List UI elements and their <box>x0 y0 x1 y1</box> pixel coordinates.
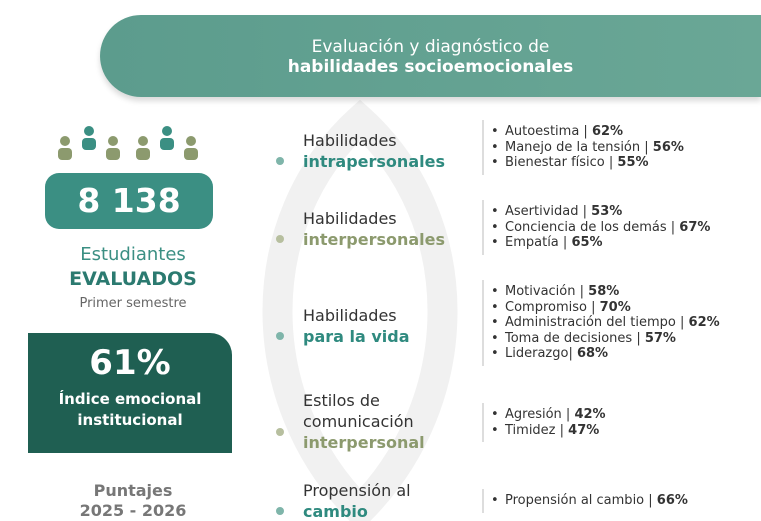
category: Estilos de comunicación interpersonal <box>303 390 425 453</box>
item: Bienestar físico | 55% <box>491 155 684 171</box>
people-icons <box>58 126 198 160</box>
item-label: Compromiso | <box>505 299 596 315</box>
index-label: Índice emocional institucional <box>58 390 202 429</box>
item-label: Toma de decisiones | <box>505 330 641 346</box>
header: Evaluación y diagnóstico de habilidades … <box>100 15 761 97</box>
bullet-dot <box>276 157 284 165</box>
category-emphasis: para la vida <box>303 327 410 346</box>
separator <box>482 120 484 175</box>
category: Habilidades intrapersonales <box>303 130 445 172</box>
separator <box>482 200 484 255</box>
category: Propensión al cambio <box>303 480 411 521</box>
item-list: Propensión al cambio | 66% <box>491 493 688 509</box>
category-line: comunicación <box>303 412 414 431</box>
item-list: Motivación | 58%Compromiso | 70%Administ… <box>491 284 720 362</box>
item: Conciencia de los demás | 67% <box>491 219 711 236</box>
category-emphasis: cambio <box>303 502 368 521</box>
item-value: 62% <box>591 124 624 139</box>
bullet-dot <box>276 332 284 340</box>
item: Timidez | 47% <box>491 422 606 439</box>
students-label: EVALUADOS <box>69 268 197 290</box>
item: Propensión al cambio | 66% <box>491 493 688 509</box>
category-line: Habilidades <box>303 131 397 150</box>
category-emphasis: interpersonal <box>303 433 425 452</box>
item-label: Administración del tiempo | <box>505 315 685 330</box>
item-list: Agresión | 42%Timidez | 47% <box>491 407 606 439</box>
item-value: 57% <box>644 330 676 346</box>
bullet-dot <box>276 507 284 515</box>
item-value: 56% <box>652 139 684 155</box>
item-label: Agresión | <box>505 407 571 422</box>
separator <box>482 403 484 442</box>
category-emphasis: intrapersonales <box>303 152 445 171</box>
separator <box>482 280 484 366</box>
header-title: habilidades socioemocionales <box>287 57 574 77</box>
item-label: Liderazgo| <box>505 346 573 361</box>
item-label: Timidez | <box>505 422 565 438</box>
category-line: Estilos de <box>303 391 380 410</box>
item-value: 67% <box>679 219 711 235</box>
students-label: Estudiantes <box>80 244 186 265</box>
item: Administración del tiempo | 62% <box>491 315 720 331</box>
item: Motivación | 58% <box>491 284 720 300</box>
item: Compromiso | 70% <box>491 299 720 316</box>
index-box: 61% Índice emocional institucional <box>28 333 232 453</box>
item-label: Autoestima | <box>505 124 588 139</box>
item: Asertividad | 53% <box>491 204 710 220</box>
category: Habilidades interpersonales <box>303 208 445 250</box>
item-value: 47% <box>568 422 600 438</box>
item-value: 66% <box>656 493 688 508</box>
item-label: Empatía | <box>505 235 568 250</box>
student-count: 8 138 <box>45 173 213 229</box>
bullet-dot <box>276 235 284 243</box>
period: Primer semestre <box>79 296 187 311</box>
item-value: 62% <box>688 315 720 330</box>
item-label: Conciencia de los demás | <box>505 219 676 235</box>
scores-label: Puntajes <box>93 481 173 500</box>
category-line: Habilidades <box>303 209 397 228</box>
category: Habilidades para la vida <box>303 305 410 347</box>
category-line: Propensión al <box>303 481 411 500</box>
item-value: 58% <box>588 284 620 299</box>
item-label: Motivación | <box>505 284 585 299</box>
category-emphasis: interpersonales <box>303 230 446 249</box>
bullet-dot <box>276 427 284 436</box>
item: Autoestima | 62% <box>491 124 684 140</box>
item-label: Manejo de la tensión | <box>505 139 649 155</box>
item-value: 65% <box>571 235 603 250</box>
item: Liderazgo| 68% <box>491 346 720 362</box>
item: Empatía | 65% <box>491 235 710 251</box>
item-label: Bienestar físico | <box>505 155 614 170</box>
item-value: 55% <box>617 155 649 170</box>
item-list: Asertividad | 53%Conciencia de los demás… <box>491 204 711 251</box>
item: Toma de decisiones | 57% <box>491 330 720 347</box>
item-list: Autoestima | 62%Manejo de la tensión | 5… <box>491 124 684 171</box>
header-line: Evaluación y diagnóstico de <box>311 37 550 57</box>
index-value: 61% <box>89 343 171 383</box>
item-value: 70% <box>599 299 631 315</box>
item-value: 42% <box>574 407 606 422</box>
item: Agresión | 42% <box>491 407 606 423</box>
item-label: Propensión al cambio | <box>505 493 653 508</box>
item: Manejo de la tensión | 56% <box>491 139 684 156</box>
item-value: 53% <box>591 204 623 219</box>
background-leaf <box>262 100 458 521</box>
category-line: Habilidades <box>303 306 397 325</box>
item-label: Asertividad | <box>505 204 588 219</box>
scores-years: 2025 - 2026 <box>79 501 187 520</box>
separator <box>482 489 484 513</box>
item-value: 68% <box>576 346 609 361</box>
